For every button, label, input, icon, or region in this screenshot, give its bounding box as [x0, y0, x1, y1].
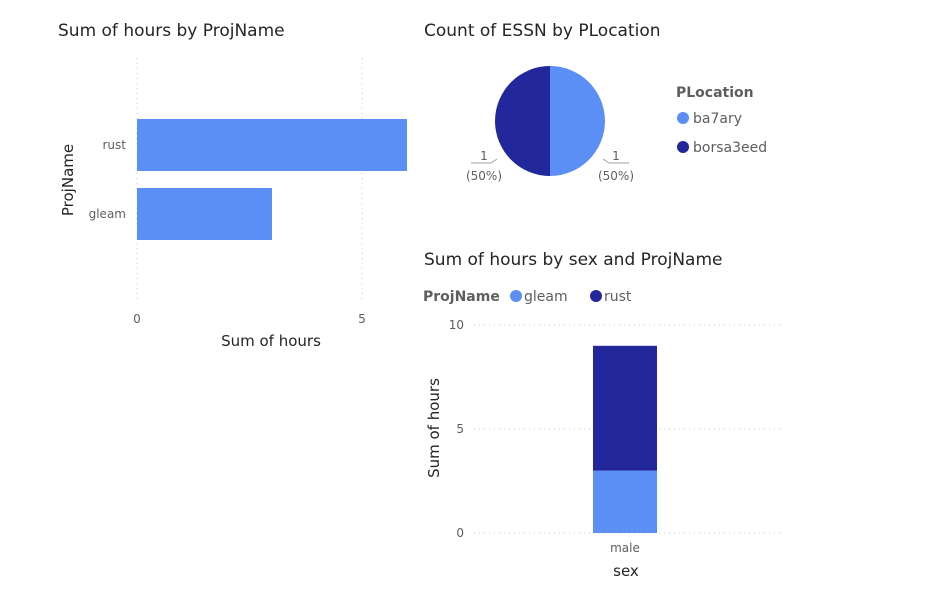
legend-marker	[677, 141, 689, 153]
legend-label: gleam	[524, 289, 568, 305]
hours-by-sex-project-visual[interactable]: Sum of hours by sex and ProjName ProjNam…	[420, 240, 939, 611]
x-tick-label: 0	[133, 312, 141, 326]
pie-slice-ba7ary	[550, 66, 605, 176]
legend-label: rust	[604, 289, 632, 305]
y-tick-label: 0	[456, 526, 464, 540]
bar-segment-gleam	[593, 470, 657, 533]
pie-slice-borsa3eed	[495, 66, 550, 176]
legend-label: borsa3eed	[693, 140, 767, 156]
pie-percent-label: (50%)	[598, 169, 634, 183]
pie-percent-label: (50%)	[466, 169, 502, 183]
bar-gleam	[137, 188, 272, 240]
x-tick-label: 5	[358, 312, 366, 326]
x-tick-label: male	[610, 541, 640, 555]
hours-by-sex-project-chart: ProjName gleam rust 0 5 10 male sex Sum of hours	[423, 289, 780, 580]
legend-marker	[677, 112, 689, 124]
essn-by-location-chart: 1 (50%) 1 (50%) PLocation ba7ary borsa3eed	[466, 66, 767, 183]
bar-rust	[137, 119, 407, 171]
chart-title: Sum of hours by sex and ProjName	[424, 250, 723, 270]
pie-value-label: 1	[612, 149, 620, 163]
bar-segment-rust	[593, 345, 657, 471]
hours-by-project-chart: 0 5 rust gleam Sum of hours ProjName	[59, 58, 407, 350]
y-tick-label: 5	[456, 422, 464, 436]
y-tick-label: 10	[449, 318, 464, 332]
pie-value-label: 1	[480, 149, 488, 163]
legend-title: ProjName	[423, 289, 500, 305]
legend-title: PLocation	[676, 85, 754, 101]
y-tick-label: rust	[103, 138, 127, 152]
chart-title: Sum of hours by ProjName	[58, 21, 285, 41]
essn-by-location-visual[interactable]: Count of ESSN by PLocation 1 (50%) 1 (50%) P…	[420, 0, 939, 240]
legend-marker	[510, 290, 522, 302]
x-axis-title: sex	[613, 562, 639, 580]
legend-label: ba7ary	[693, 111, 742, 127]
y-tick-label: gleam	[89, 207, 126, 221]
pie-leader-line	[471, 158, 498, 164]
x-axis-title: Sum of hours	[221, 332, 321, 350]
pie-leader-line	[602, 158, 629, 164]
y-axis-title: Sum of hours	[425, 378, 443, 478]
hours-by-project-visual[interactable]: Sum of hours by ProjName 0 5 rust gleam Sum …	[0, 0, 420, 370]
legend-marker	[590, 290, 602, 302]
chart-title: Count of ESSN by PLocation	[424, 21, 661, 41]
y-axis-title: ProjName	[59, 144, 77, 216]
